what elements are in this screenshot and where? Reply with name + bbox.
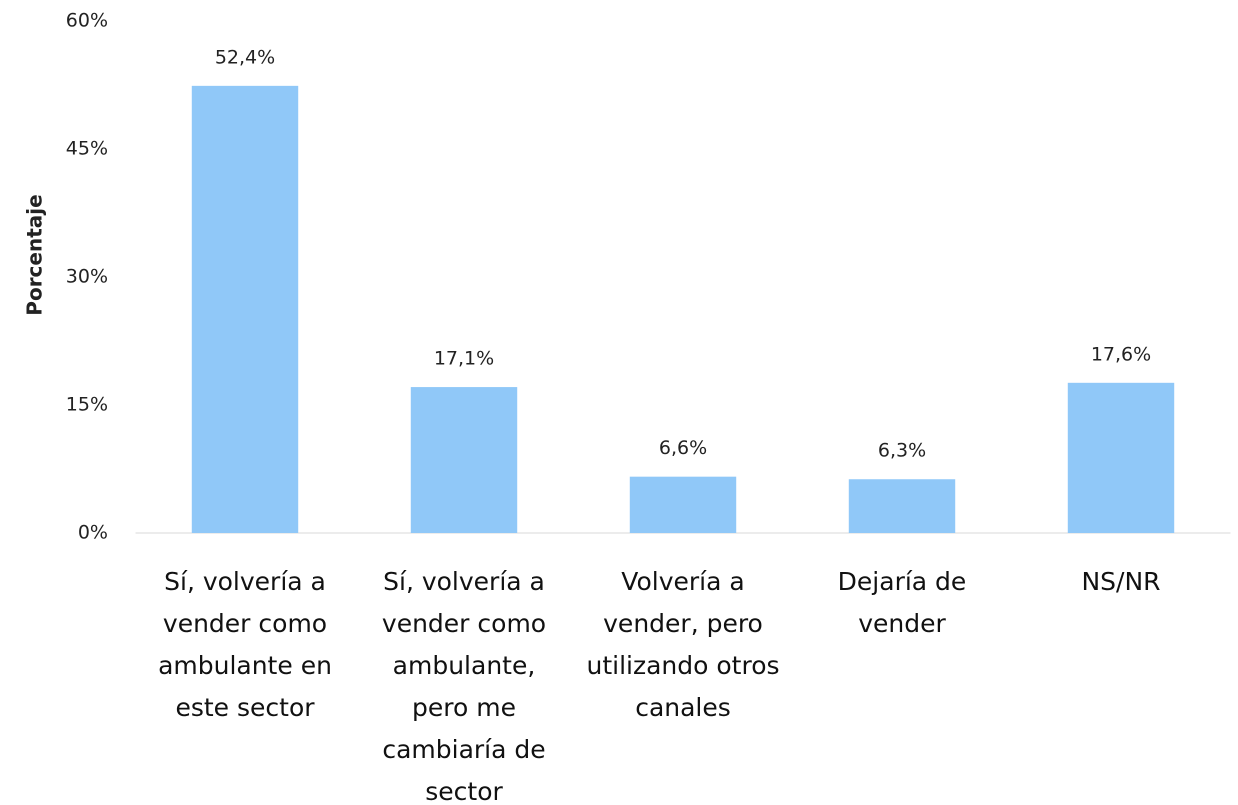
data-label: 17,6%: [1091, 343, 1151, 365]
bar: [410, 387, 518, 533]
data-label: 6,3%: [878, 440, 926, 462]
data-label: 52,4%: [215, 46, 275, 68]
bar: [191, 85, 299, 533]
y-tick-label: 15%: [66, 394, 108, 416]
data-label: 6,6%: [659, 437, 707, 459]
x-tick-label: Sí, volvería a vender como ambulante en …: [158, 567, 332, 722]
y-tick-label: 60%: [66, 10, 108, 32]
bar: [629, 476, 737, 533]
y-tick-label: 30%: [66, 266, 108, 288]
x-tick-label: Volvería a vender, pero utilizando otros…: [586, 567, 780, 722]
bar: [848, 479, 956, 533]
y-axis-label: Porcentaje: [23, 194, 47, 315]
y-tick-label: 0%: [78, 522, 108, 544]
x-tick-label: Sí, volvería a vender como ambulante, pe…: [381, 567, 547, 805]
bar: [1067, 382, 1175, 533]
data-label: 17,1%: [434, 348, 494, 370]
y-tick-label: 45%: [66, 138, 108, 160]
x-tick-label: Dejaría de vender: [837, 567, 967, 638]
x-tick-label: NS/NR: [1081, 567, 1161, 596]
